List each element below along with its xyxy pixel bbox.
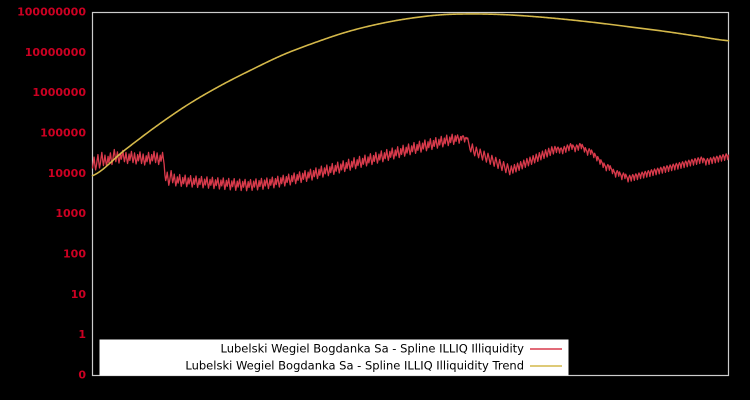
data-series-group — [91, 13, 730, 192]
chart-legend[interactable]: Lubelski Wegiel Bogdanka Sa - Spline ILL… — [99, 339, 569, 376]
y-axis-tick-label: 1 — [78, 328, 86, 341]
y-axis-tick-label: 10000000 — [25, 46, 87, 59]
y-axis-tick-label: 100000000 — [17, 6, 86, 19]
series-line-illiquidity-trend — [91, 13, 730, 177]
y-axis-tick-label: 10 — [71, 288, 87, 301]
y-axis-tick-label: 100 — [63, 248, 86, 261]
series-line-illiquidity — [91, 133, 730, 192]
y-axis-tick-label: 100000 — [40, 127, 86, 140]
y-axis-tick-label: 10000 — [48, 167, 87, 180]
legend-entry-label: Lubelski Wegiel Bogdanka Sa - Spline ILL… — [221, 342, 525, 356]
legend-entry-label: Lubelski Wegiel Bogdanka Sa - Spline ILL… — [185, 359, 524, 373]
y-axis-tick-label: 1000000 — [32, 86, 86, 99]
legend-background — [99, 339, 569, 376]
y-axis-tick-label: 0 — [78, 369, 86, 382]
y-axis-tick-labels: 1000000001000000010000001000001000010001… — [17, 6, 86, 382]
y-axis-tick-label: 1000 — [55, 207, 86, 220]
